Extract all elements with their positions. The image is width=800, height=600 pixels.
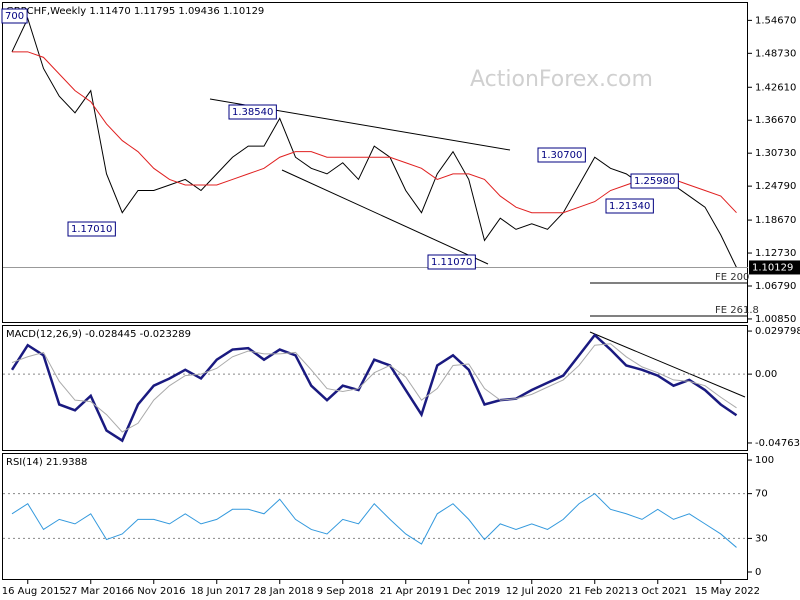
y-tick-label: 70 <box>755 489 768 500</box>
current-price-label: 1.10129 <box>752 262 793 273</box>
y-tick-label: 30 <box>755 533 768 544</box>
series-line <box>11 17 737 268</box>
price-label: 1.30700 <box>541 150 582 161</box>
price-label-box <box>605 198 654 214</box>
y-tick-label: 1.18670 <box>755 215 796 226</box>
price-label: 1.25980 <box>634 176 675 187</box>
rsi-pane <box>2 453 748 580</box>
macd-pane <box>2 325 748 451</box>
price-label-box <box>67 221 116 237</box>
x-tick-label: 28 Jan 2018 <box>254 586 314 597</box>
price-label: 1.17010 <box>71 224 112 235</box>
x-tick-label: 21 Apr 2019 <box>380 586 442 597</box>
price-pane <box>2 2 748 323</box>
x-tick-label: 6 Nov 2016 <box>128 586 186 597</box>
series-line <box>10 333 738 443</box>
header: GBPCHF,Weekly 1.11470 1.11795 1.09436 1.… <box>6 6 264 17</box>
y-tick-label: 1.06790 <box>755 281 796 292</box>
x-tick-label: 15 May 2022 <box>695 586 760 597</box>
price-label: 1.21340 <box>609 201 650 212</box>
fe-label: FE 261.8 <box>715 305 759 316</box>
pane-title: RSI(14) 21.9388 <box>6 457 87 468</box>
y-tick-label: 0.029798 <box>755 326 800 337</box>
series-line <box>12 51 737 214</box>
price-label: 700 <box>5 11 24 22</box>
y-tick-label: 1.36670 <box>755 115 796 126</box>
x-tick-label: 16 Aug 2015 <box>2 586 66 597</box>
y-tick-label: 1.12730 <box>755 248 796 259</box>
trendline <box>281 169 489 265</box>
x-tick-label: 3 Oct 2021 <box>632 586 687 597</box>
price-label-box <box>537 147 586 163</box>
y-tick-label: 1.54670 <box>755 15 796 26</box>
y-tick-label: 0.00 <box>755 369 777 380</box>
series-line <box>11 492 737 548</box>
y-tick-label: 1.24790 <box>755 181 796 192</box>
y-tick-label: 100 <box>755 455 774 466</box>
y-tick-label: -0.047637 <box>755 438 800 449</box>
trendline <box>589 331 746 398</box>
y-tick-label: 0 <box>755 567 761 578</box>
price-label-box <box>427 254 476 270</box>
price-label-box <box>228 104 277 120</box>
fe-label: FE 200 <box>715 272 749 283</box>
y-tick-label: 1.30730 <box>755 148 796 159</box>
price-label: 1.11070 <box>431 257 472 268</box>
x-tick-label: 9 Sep 2018 <box>317 586 374 597</box>
pane-title: MACD(12,26,9) -0.028445 -0.023289 <box>6 329 191 340</box>
price-label-box <box>630 173 679 189</box>
x-tick-label: 12 Jul 2020 <box>506 586 563 597</box>
current-price-box <box>749 260 800 275</box>
x-tick-label: 1 Dec 2019 <box>443 586 501 597</box>
x-tick-label: 21 Feb 2021 <box>569 586 631 597</box>
price-label: 1.38540 <box>232 107 273 118</box>
y-tick-label: 1.42610 <box>755 82 796 93</box>
watermark: ActionForex.com <box>470 67 653 92</box>
series-line <box>11 343 737 433</box>
x-tick-label: 27 Mar 2016 <box>65 586 128 597</box>
y-tick-label: 1.48730 <box>755 48 796 59</box>
x-tick-label: 18 Jun 2017 <box>191 586 251 597</box>
price-label-box <box>1 8 28 24</box>
y-tick-label: 1.00850 <box>755 314 796 325</box>
